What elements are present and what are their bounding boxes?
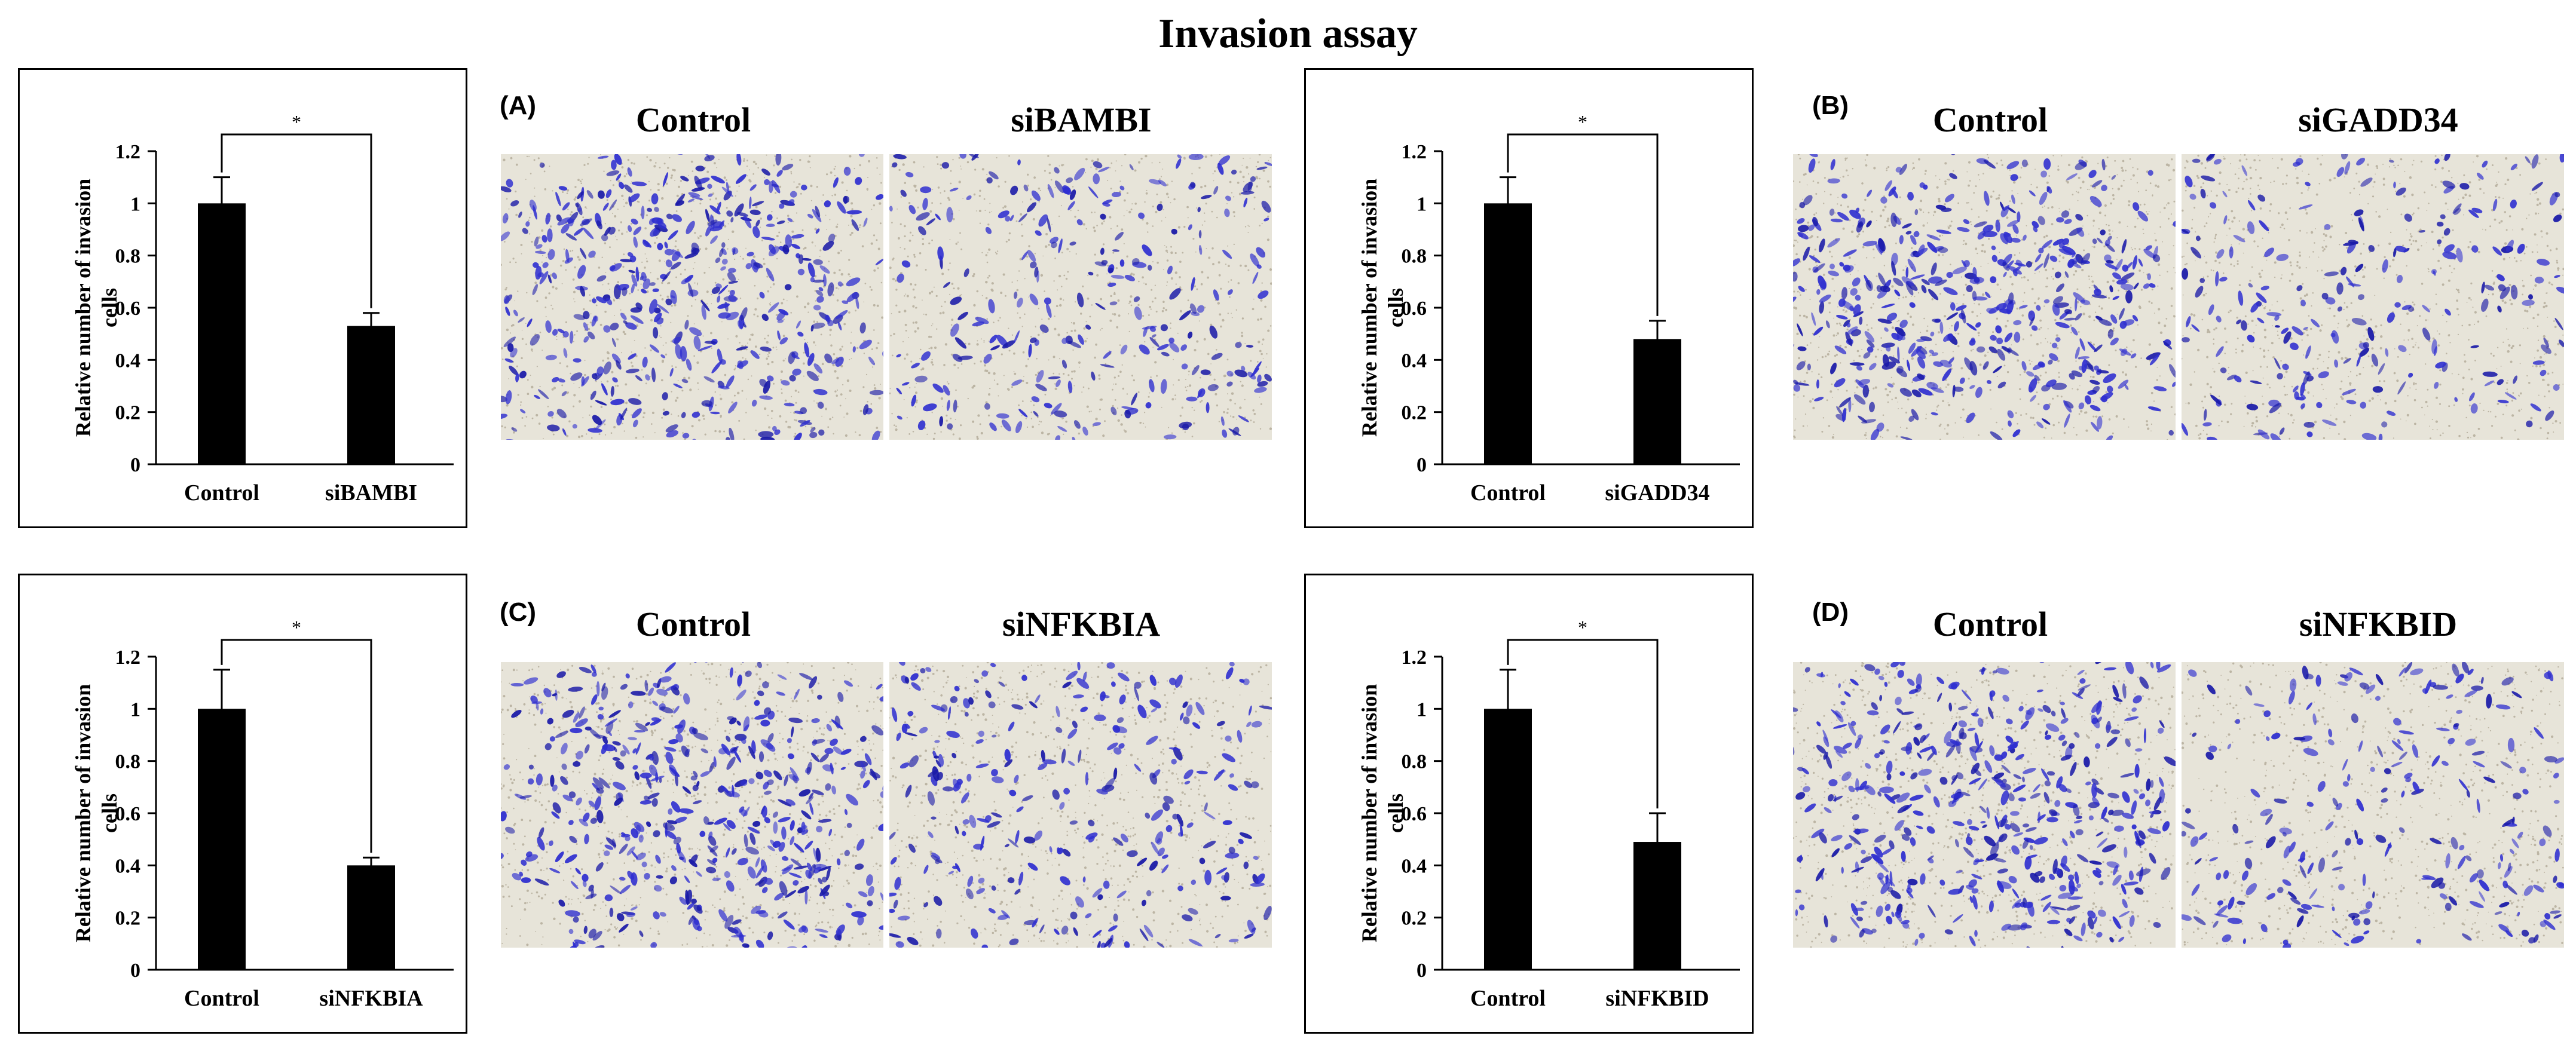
bar-chart-svg: Relative number of invasion cells 0 0.2 0.4 0… <box>71 111 454 505</box>
bar-chart-svg: Relative number of invasion cells 0 0.2 0.4 0… <box>71 617 454 1011</box>
y-axis-label: Relative number of invasion cells <box>71 684 121 942</box>
image-label-control-b: Control <box>1932 100 2048 139</box>
y-tick-label: 0.4 <box>1402 350 1427 372</box>
x-tick-label: Control <box>1470 986 1546 1011</box>
x-tick-label: Control <box>184 986 259 1011</box>
image-label-control-c: Control <box>635 605 751 644</box>
y-tick-label: 0 <box>1417 454 1427 476</box>
bar-sibambi <box>347 326 395 464</box>
y-tick-label: 1 <box>1417 193 1427 215</box>
chart-panel-c: Relative number of invasion cells 0 0.2 0.4 0… <box>18 574 467 1034</box>
micrograph-sibambi <box>889 154 1272 440</box>
chart-panel-d: Relative number of invasion cells 0 0.2 0.4 0… <box>1304 574 1754 1034</box>
y-tick-label: 0.2 <box>1402 908 1427 930</box>
image-label-sinfkbid: siNFKBID <box>2299 605 2458 644</box>
bar-control <box>1484 203 1532 464</box>
y-tick-label: 1.2 <box>115 647 141 669</box>
bar-control <box>198 709 246 970</box>
bar-control <box>1484 709 1532 970</box>
chart-panel-b: Relative number of invasion cells 0 0.2 0.4 0… <box>1304 68 1754 528</box>
panel-label-b: (B) <box>1812 91 1849 120</box>
significance-bracket <box>1507 133 1659 316</box>
y-axis-label: Relative number of invasion cells <box>1357 179 1408 437</box>
y-tick-label: 0.8 <box>1402 246 1427 268</box>
y-tick-label: 0.4 <box>115 855 141 877</box>
x-tick-label: siNFKBID <box>1605 986 1709 1011</box>
micrograph-texture <box>501 154 883 440</box>
significance-asterisk: * <box>292 617 301 638</box>
x-tick-label: siBAMBI <box>325 480 417 505</box>
x-tick-label: siNFKBIA <box>319 986 423 1011</box>
y-tick-label: 0.4 <box>115 350 141 372</box>
bar-chart-svg: Relative number of invasion cells 0 0.2 0.4 0… <box>1357 617 1740 1011</box>
y-axis-label: Relative number of invasion cells <box>1357 684 1408 942</box>
y-tick-label: 1 <box>130 698 140 721</box>
micrograph-texture <box>1793 662 2176 948</box>
micrograph-control-a <box>501 154 883 440</box>
y-tick-label: 1 <box>1417 698 1427 721</box>
chart-panel-a: Relative number of invasion cells 0 0.2 0.4 0… <box>18 68 467 528</box>
bar-sigadd34 <box>1633 339 1681 464</box>
y-tick-label: 1.2 <box>1402 141 1427 163</box>
y-tick-label: 0.8 <box>115 246 141 268</box>
panel-label-a: (A) <box>500 91 537 120</box>
significance-bracket <box>1507 639 1659 808</box>
micrograph-texture <box>889 154 1272 440</box>
image-label-sibambi: siBAMBI <box>1011 100 1152 139</box>
micrograph-sinfkbid <box>2182 662 2564 948</box>
y-tick-label: 0.4 <box>1402 855 1427 877</box>
y-tick-label: 0 <box>130 960 140 982</box>
panel-label-c: (C) <box>500 598 537 627</box>
micrograph-sigadd34 <box>2182 154 2564 440</box>
micrograph-texture <box>501 662 883 948</box>
micrograph-control-b <box>1793 154 2176 440</box>
x-tick-label: siGADD34 <box>1605 480 1709 505</box>
significance-asterisk: * <box>292 111 301 133</box>
y-tick-label: 1 <box>130 193 140 215</box>
micrograph-control-c <box>501 662 883 948</box>
bar-sinfkbia <box>347 865 395 970</box>
image-label-control-d: Control <box>1932 605 2048 644</box>
bar-control <box>198 203 246 464</box>
micrograph-texture <box>889 662 1272 948</box>
micrograph-texture <box>1793 154 2176 440</box>
bar-chart-svg: Relative number of invasion cells 0 0.2 0.4 0… <box>1357 111 1740 505</box>
micrograph-control-d <box>1793 662 2176 948</box>
image-label-sinfkbia: siNFKBIA <box>1002 605 1161 644</box>
y-tick-label: 0.2 <box>115 908 141 930</box>
y-tick-label: 0.6 <box>115 298 141 320</box>
y-tick-label: 0 <box>1417 960 1427 982</box>
y-tick-label: 0.6 <box>1402 298 1427 320</box>
y-axis-label: Relative number of invasion cells <box>71 179 121 437</box>
significance-bracket <box>221 639 372 853</box>
panel-label-d: (D) <box>1812 598 1849 627</box>
y-tick-label: 0.6 <box>1402 803 1427 825</box>
y-tick-label: 0.8 <box>1402 751 1427 773</box>
significance-asterisk: * <box>1578 111 1587 133</box>
micrograph-sinfkbia <box>889 662 1272 948</box>
y-tick-label: 1.2 <box>1402 647 1427 669</box>
micrograph-texture <box>2182 154 2564 440</box>
micrograph-texture <box>2182 662 2564 948</box>
y-tick-label: 0.8 <box>115 751 141 773</box>
y-tick-label: 0 <box>130 454 140 476</box>
figure-title: Invasion assay <box>1158 11 1418 57</box>
significance-asterisk: * <box>1578 617 1587 638</box>
y-tick-label: 0.2 <box>1402 402 1427 424</box>
y-tick-label: 0.2 <box>115 402 141 424</box>
y-tick-label: 0.6 <box>115 803 141 825</box>
image-label-control-a: Control <box>635 100 751 139</box>
y-tick-label: 1.2 <box>115 141 141 163</box>
significance-bracket <box>221 133 372 308</box>
image-label-sigadd34: siGADD34 <box>2298 100 2458 139</box>
x-tick-label: Control <box>1470 480 1546 505</box>
x-tick-label: Control <box>184 480 259 505</box>
